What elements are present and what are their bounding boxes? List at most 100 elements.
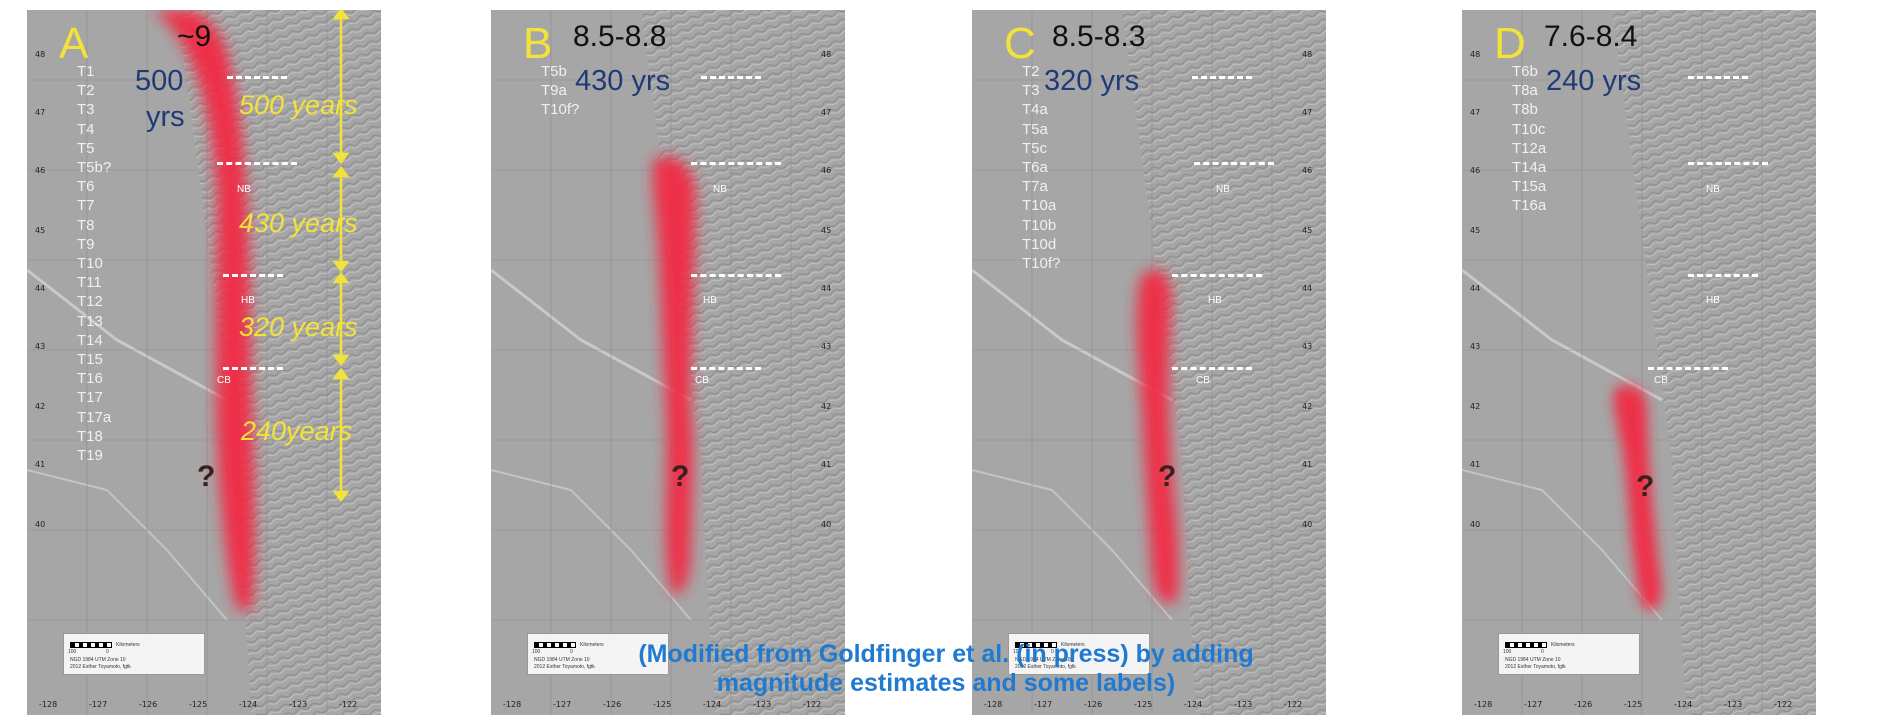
rupture-zone (153, 10, 256, 610)
scale-zero: 100 (68, 649, 77, 655)
recurrence-interval-label: 430 years (239, 208, 358, 238)
latitude-tick: 41 (1302, 460, 1313, 469)
scale-credit: 2012 Esther Toyamoto, fgtk (1015, 664, 1076, 670)
turbidite-label: T5b (541, 63, 567, 80)
latitude-tick: 47 (1302, 108, 1313, 117)
longitude-tick: -127 (89, 700, 108, 709)
longitude-tick: -124 (1184, 700, 1203, 709)
map-panel-b: B 8.5-8.8 430 yrs T5b T9a T10f? NB HB CB ?… (491, 10, 845, 715)
turbidite-label: T9 (77, 235, 95, 253)
segment-boundary (691, 162, 781, 165)
latitude-tick: 42 (821, 402, 832, 411)
scale-end: 0 (106, 649, 109, 655)
latitude-tick: 44 (821, 284, 832, 293)
turbidite-label: T1 (77, 63, 95, 80)
scale-zero: 100 (532, 649, 541, 655)
panel-letter: D (1494, 19, 1526, 68)
uncertain-marker: ? (1636, 470, 1655, 503)
latitude-tick: 47 (1470, 108, 1481, 117)
segment-label-hb: HB (1706, 295, 1720, 306)
segment-label-nb: NB (1706, 184, 1720, 195)
latitude-tick: 48 (1302, 50, 1313, 59)
latitude-tick: 45 (1470, 226, 1481, 235)
turbidite-label: T14a (1512, 159, 1547, 177)
turbidite-label: T8 (77, 216, 95, 234)
scale-credit: 2012 Esther Toyamoto, fgtk (534, 664, 595, 670)
turbidite-label: T6b (1512, 63, 1538, 80)
scale-end: 0 (570, 649, 573, 655)
segment-boundary (227, 76, 287, 79)
latitude-tick: 48 (35, 50, 46, 59)
turbidite-label: T7a (1022, 178, 1048, 196)
latitude-tick: 46 (1302, 166, 1313, 175)
turbidite-label: T4 (77, 120, 95, 138)
scale-datum: NGD 1984 UTM Zone 10 (534, 657, 590, 663)
map-panel-a: A ~9 500 yrs T1 T2 T3 T4 T5 T5b? T6 T7 T8 T9 T10 T1… (27, 10, 381, 715)
latitude-tick: 46 (821, 166, 832, 175)
segment-boundary (691, 367, 761, 370)
scale-credit: 2012 Esther Toyamoto, fgtk (70, 664, 131, 670)
turbidite-label: T15 (77, 351, 103, 369)
turbidite-label: T17a (77, 408, 112, 426)
longitude-tick: -125 (189, 700, 208, 709)
segment-label-hb: HB (241, 295, 255, 306)
magnitude-label: 8.5-8.8 (573, 20, 667, 53)
recurrence-interval-label: 240years (241, 416, 353, 446)
shaded-relief-map (491, 10, 845, 715)
longitude-tick: -122 (803, 700, 822, 709)
turbidite-label: T12 (77, 293, 103, 311)
turbidite-list: T6b T8a T8b T10c T12a T14a T15a T16a (1512, 62, 1546, 216)
segment-boundary (1172, 367, 1252, 370)
turbidite-label: T5b? (77, 159, 112, 177)
turbidite-label: T7 (77, 197, 95, 215)
turbidite-label: T12a (1512, 139, 1547, 157)
scale-label: Kilometers (1551, 642, 1575, 648)
turbidite-label: T13 (77, 312, 103, 330)
figure-caption: (Modified from Goldfinger et al. (in pre… (0, 640, 1892, 698)
segment-boundary (223, 274, 283, 277)
longitude-tick: -127 (1034, 700, 1053, 709)
segment-boundary (701, 76, 761, 79)
turbidite-label: T10 (77, 255, 103, 273)
shaded-relief-map (27, 10, 381, 715)
scale-zero: 100 (1503, 649, 1512, 655)
turbidite-label: T6a (1022, 159, 1048, 177)
segment-label-cb: CB (1654, 375, 1668, 386)
turbidite-label: T4a (1022, 101, 1048, 119)
segment-boundary (1194, 162, 1274, 165)
scale-bar (70, 642, 112, 648)
scale-zero: 100 (1013, 649, 1022, 655)
scale-end: 0 (1051, 649, 1054, 655)
latitude-tick: 43 (35, 342, 46, 351)
panel-letter: C (1004, 19, 1036, 68)
latitude-tick: 46 (1470, 166, 1481, 175)
turbidite-label: T2 (1022, 63, 1040, 80)
turbidite-label: T6 (77, 178, 95, 196)
turbidite-list: T2 T3 T4a T5a T5c T6a T7a T10a T10b T10d T10f? (1022, 62, 1060, 273)
longitude-tick: -123 (1234, 700, 1253, 709)
uncertain-marker: ? (671, 460, 690, 493)
longitude-tick: -126 (603, 700, 622, 709)
latitude-tick: 40 (1470, 520, 1481, 529)
turbidite-label: T10f? (1022, 255, 1061, 273)
recurrence-label: 320 yrs (1044, 65, 1140, 97)
latitude-tick: 42 (35, 402, 46, 411)
longitude-tick: -125 (1134, 700, 1153, 709)
turbidite-label: T5 (77, 139, 95, 157)
turbidite-label: T3 (77, 101, 95, 119)
panel-letter: A (59, 19, 89, 68)
longitude-tick: -125 (653, 700, 672, 709)
segment-boundary (1648, 367, 1728, 370)
latitude-tick: 47 (821, 108, 832, 117)
latitude-tick: 43 (1470, 342, 1481, 351)
turbidite-label: T3 (1022, 82, 1040, 100)
latitude-tick: 43 (821, 342, 832, 351)
latitude-tick: 45 (1302, 226, 1313, 235)
segment-label-hb: HB (703, 295, 717, 306)
longitude-tick: -123 (289, 700, 308, 709)
turbidite-label: T11 (77, 274, 102, 292)
segment-boundary (223, 367, 283, 370)
segment-label-cb: CB (1196, 375, 1210, 386)
longitude-tick: -127 (1524, 700, 1543, 709)
shaded-relief-map (1462, 10, 1816, 715)
